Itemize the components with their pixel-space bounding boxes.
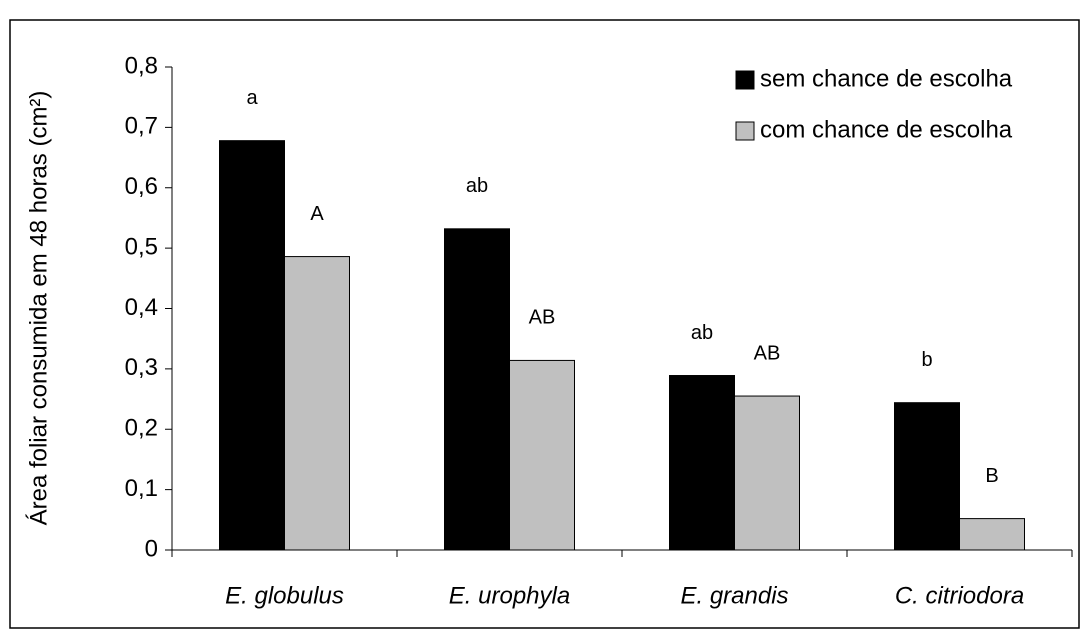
frame — [9, 19, 1080, 629]
bar — [669, 375, 735, 551]
bar — [959, 518, 1025, 551]
y-tick-label: 0,6 — [125, 173, 158, 200]
y-tick-label: 0,4 — [125, 294, 158, 321]
y-tick-label: 0,8 — [125, 52, 158, 79]
y-axis-title: Área foliar consumida em 48 horas (cm²) — [25, 91, 52, 526]
bar — [894, 402, 960, 551]
y-tick-label: 0,7 — [125, 113, 158, 140]
bar-annotation: a — [246, 87, 258, 109]
x-tick-label: E. globulus — [225, 582, 344, 609]
bar — [734, 395, 800, 551]
bar-annotation: ab — [466, 175, 488, 197]
legend-swatch — [735, 121, 755, 141]
bar-annotation: A — [310, 203, 324, 225]
bar — [509, 359, 575, 551]
legend-swatch — [735, 70, 755, 90]
bar-annotation: AB — [754, 342, 781, 364]
bar-annotation: ab — [691, 322, 713, 344]
legend-label: sem chance de escolha — [760, 65, 1013, 92]
legend-label: com chance de escolha — [760, 116, 1013, 143]
bar-annotation: B — [985, 465, 998, 487]
x-tick-label: C. citriodora — [895, 582, 1024, 609]
bar-annotation: AB — [529, 307, 556, 329]
bar-annotation: b — [921, 349, 932, 371]
y-tick-label: 0,2 — [125, 415, 158, 442]
y-tick-label: 0,3 — [125, 354, 158, 381]
bar — [444, 228, 510, 551]
x-tick-label: E. grandis — [680, 582, 788, 609]
y-tick-label: 0,5 — [125, 233, 158, 260]
bar — [219, 140, 285, 551]
y-tick-label: 0,1 — [125, 475, 158, 502]
y-tick-label: 0 — [145, 535, 158, 562]
bar — [284, 256, 350, 551]
x-tick-label: E. urophyla — [449, 582, 570, 609]
